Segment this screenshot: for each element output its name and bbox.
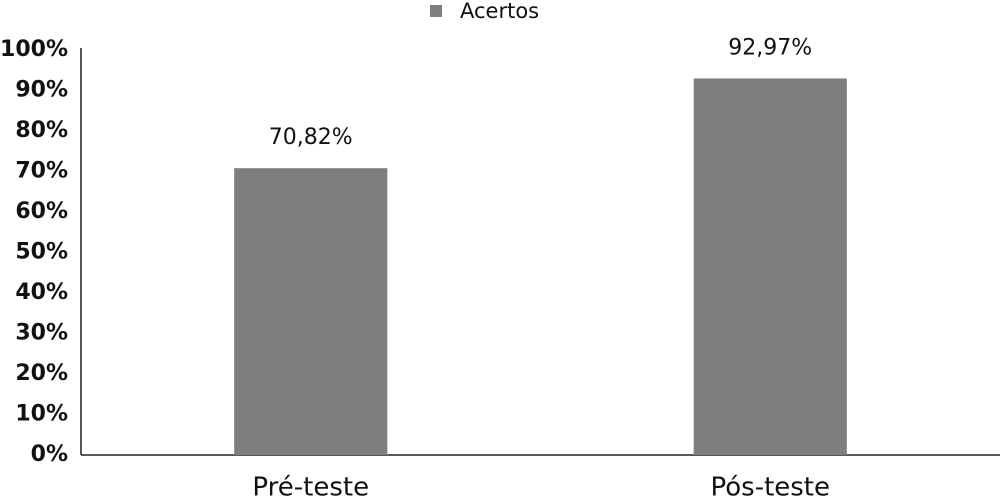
y-tick-label: 60% <box>15 199 68 224</box>
x-tick-label: Pré-teste <box>252 473 369 499</box>
y-tick-label: 20% <box>15 361 68 386</box>
legend-swatch <box>430 5 442 17</box>
x-tick-label: Pós-teste <box>710 473 830 499</box>
y-tick-label: 30% <box>15 321 68 346</box>
legend-label: Acertos <box>460 0 539 23</box>
y-tick-label: 80% <box>15 118 68 143</box>
bar <box>234 168 388 455</box>
y-tick-label: 90% <box>15 78 68 103</box>
y-tick-label: 100% <box>0 37 68 62</box>
y-tick-label: 0% <box>31 442 68 467</box>
y-tick-label: 70% <box>15 159 68 184</box>
bar <box>693 78 847 455</box>
y-tick-label: 50% <box>15 240 68 265</box>
data-label: 70,82% <box>269 125 353 150</box>
y-tick-label: 10% <box>15 402 68 427</box>
data-label: 92,97% <box>728 35 812 60</box>
y-tick-label: 40% <box>15 280 68 305</box>
